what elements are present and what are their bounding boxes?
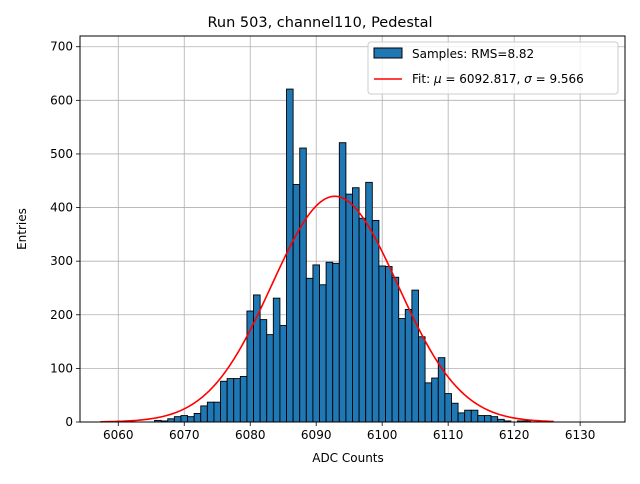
axes-frame [79, 35, 626, 423]
histogram-bar [358, 217, 367, 423]
histogram-bar [431, 377, 439, 423]
y-tick-label: 300 [50, 254, 73, 268]
x-axis-ticks: 6060 6070 6080 6090 6100 6110 6120 6130 [103, 422, 595, 442]
histogram-bar [239, 375, 248, 423]
histogram-bar [259, 319, 268, 423]
y-tick-label: 700 [50, 40, 73, 54]
histogram-bar [312, 264, 320, 423]
legend-label-fit: Fit: μ = 6092.817, σ = 9.566 [412, 72, 584, 86]
chart-title: Run 503, channel110, Pedestal [207, 15, 432, 31]
x-tick-label: 6120 [499, 428, 530, 442]
histogram-bar [226, 378, 235, 423]
histogram-bar [206, 401, 215, 423]
histogram-bar [253, 294, 261, 423]
histogram-bar [378, 265, 386, 423]
histogram-bar [180, 415, 188, 423]
histogram-bar [451, 402, 459, 423]
x-axis-label: ADC Counts [312, 451, 384, 465]
legend-box [367, 41, 619, 95]
y-axis-label: Entries [15, 208, 29, 250]
histogram-bar [470, 409, 479, 423]
histogram-bars [154, 88, 532, 423]
histogram-bar [391, 276, 400, 423]
x-tick-label: 6060 [103, 428, 134, 442]
histogram-bar [200, 405, 208, 423]
gaussian-fit-curve [100, 195, 554, 423]
histogram-bar [385, 266, 393, 423]
histogram-bar [365, 181, 373, 423]
histogram-bar [404, 308, 413, 423]
histogram-bar [418, 336, 426, 423]
histogram-bar [299, 147, 307, 423]
legend-fit-mu-symbol: μ [433, 72, 442, 86]
histogram-bar [444, 393, 452, 423]
histogram-bar [286, 88, 294, 423]
histogram-bar [173, 416, 182, 423]
legend-label-samples: Samples: RMS=8.82 [412, 47, 534, 61]
histogram-bar [193, 412, 202, 423]
histogram-bar [332, 262, 340, 423]
histogram-bar [272, 297, 281, 423]
histogram-bar [411, 289, 419, 423]
histogram-bar [213, 401, 221, 423]
histogram-bar [484, 415, 492, 423]
legend-fit-sigma-symbol: σ [524, 72, 532, 86]
histogram-bar [292, 184, 301, 423]
histogram-bar [233, 378, 241, 423]
histogram-bar [319, 284, 327, 423]
legend: Samples: RMS=8.82 Fit: μ = 6092.817, σ =… [367, 41, 619, 95]
legend-fit-prefix: Fit: [412, 72, 434, 86]
histogram-bar [490, 416, 499, 423]
histogram-bar [325, 261, 334, 423]
legend-fit-mu-value: = 6092.817, [442, 72, 525, 86]
x-tick-label: 6070 [169, 428, 200, 442]
histogram-bar [464, 409, 472, 423]
x-tick-label: 6130 [565, 428, 596, 442]
histogram-bar [338, 142, 347, 423]
histogram-bar [279, 325, 287, 423]
histogram-bar [352, 187, 360, 423]
legend-swatch-samples [373, 47, 403, 59]
fit-curve-layer [100, 195, 554, 423]
y-axis-ticks: 0 100 200 300 400 500 600 700 [50, 40, 80, 429]
x-tick-label: 6110 [433, 428, 464, 442]
histogram-bar [246, 310, 254, 423]
x-tick-label: 6080 [235, 428, 266, 442]
x-tick-label: 6100 [367, 428, 398, 442]
histogram-bar [266, 334, 274, 423]
histogram-bar [398, 318, 406, 423]
legend-fit-sigma-value: = 9.566 [532, 72, 584, 86]
histogram-bar [187, 416, 195, 423]
histogram-bar [477, 415, 485, 423]
histogram-bar [371, 219, 380, 423]
histogram-bar [305, 277, 314, 423]
y-tick-label: 600 [50, 93, 73, 107]
x-tick-label: 6090 [301, 428, 332, 442]
y-tick-label: 100 [50, 361, 73, 375]
y-tick-label: 400 [50, 201, 73, 215]
y-tick-label: 0 [65, 415, 73, 429]
histogram-bar [424, 382, 433, 423]
histogram-bar [345, 193, 353, 423]
histogram-bar [457, 412, 466, 423]
y-tick-label: 200 [50, 308, 73, 322]
y-tick-label: 500 [50, 147, 73, 161]
histogram-bar [220, 380, 228, 423]
